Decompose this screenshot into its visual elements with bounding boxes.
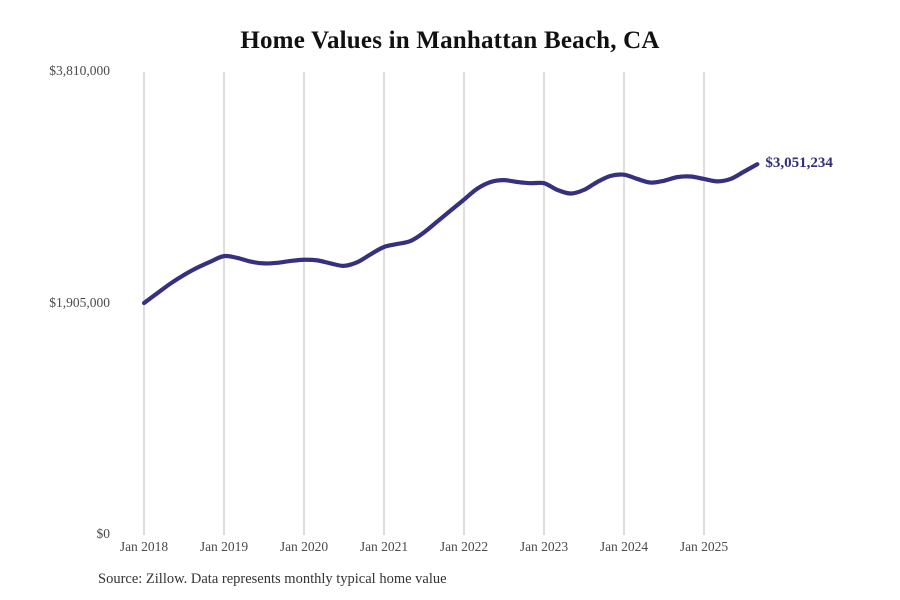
x-axis-tick-label: Jan 2022 xyxy=(439,539,489,554)
x-axis-tick-label: Jan 2018 xyxy=(119,539,169,554)
home-value-line-series xyxy=(141,162,760,306)
x-axis-tick-label: Jan 2020 xyxy=(279,539,329,554)
end-value-annotation: $3,051,234 xyxy=(765,155,833,172)
x-axis-tick-label: Jan 2025 xyxy=(679,539,729,554)
x-axis-tick-label: Jan 2021 xyxy=(359,539,409,554)
y-axis-tick-label: $3,810,000 xyxy=(49,63,110,78)
x-axis-tick-label: Jan 2019 xyxy=(199,539,249,554)
source-note: Source: Zillow. Data represents monthly … xyxy=(98,571,447,587)
y-axis-tick-label: $0 xyxy=(96,526,111,541)
x-axis-tick-label: Jan 2024 xyxy=(599,539,649,554)
x-axis-tick-label: Jan 2023 xyxy=(519,539,569,554)
y-axis-tick-label: $1,905,000 xyxy=(49,294,110,310)
chart-title: Home Values in Manhattan Beach, CA xyxy=(240,27,660,54)
gridlines xyxy=(143,72,705,535)
